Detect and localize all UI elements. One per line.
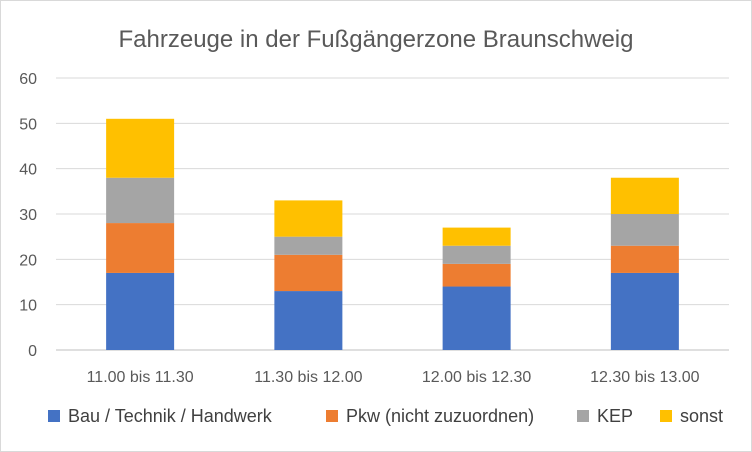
legend-label: sonst <box>680 406 723 426</box>
bar-segment <box>274 200 343 237</box>
x-axis: 11.00 bis 11.30 11.30 bis 12.00 12.00 bis … <box>87 369 700 386</box>
bar-segment <box>274 236 343 255</box>
x-tick-label: 12.30 bis 13.00 <box>590 369 700 386</box>
y-tick-label: 0 <box>28 343 37 360</box>
y-axis: 0 10 20 30 40 50 60 <box>19 71 37 360</box>
bar-segment <box>610 245 679 273</box>
bar-segment <box>610 177 679 214</box>
bar-segment <box>442 263 511 287</box>
bar-segment <box>106 223 175 273</box>
bar-segment <box>106 272 175 350</box>
x-tick-label: 12.00 bis 12.30 <box>422 369 532 386</box>
bar-segment <box>442 245 511 264</box>
bar-segment <box>106 177 175 224</box>
legend: Bau / Technik / Handwerk Pkw (nicht zuzuo… <box>48 406 723 426</box>
y-tick-label: 60 <box>19 71 37 88</box>
bar-segment <box>274 291 343 350</box>
bar-segment <box>442 286 511 350</box>
legend-swatch <box>48 410 60 422</box>
legend-label: Pkw (nicht zuzuordnen) <box>346 406 534 426</box>
y-tick-label: 20 <box>19 252 37 269</box>
legend-swatch <box>577 410 589 422</box>
bar-segment <box>610 272 679 350</box>
bar-segment <box>442 227 511 246</box>
bar-segment <box>610 214 679 246</box>
legend-swatch <box>326 410 338 422</box>
x-tick-label: 11.00 bis 11.30 <box>87 369 194 386</box>
chart-title: Fahrzeuge in der Fußgängerzone Braunschw… <box>119 26 634 53</box>
bar-segment <box>106 118 175 178</box>
legend-label: KEP <box>597 406 633 426</box>
y-tick-label: 40 <box>19 162 37 179</box>
legend-swatch <box>660 410 672 422</box>
y-tick-label: 50 <box>19 116 37 133</box>
y-tick-label: 30 <box>19 207 37 224</box>
x-tick-label: 11.30 bis 12.00 <box>254 369 362 386</box>
bar-segment <box>274 254 343 292</box>
bars <box>106 118 679 350</box>
y-tick-label: 10 <box>19 298 37 315</box>
legend-label: Bau / Technik / Handwerk <box>68 406 273 426</box>
